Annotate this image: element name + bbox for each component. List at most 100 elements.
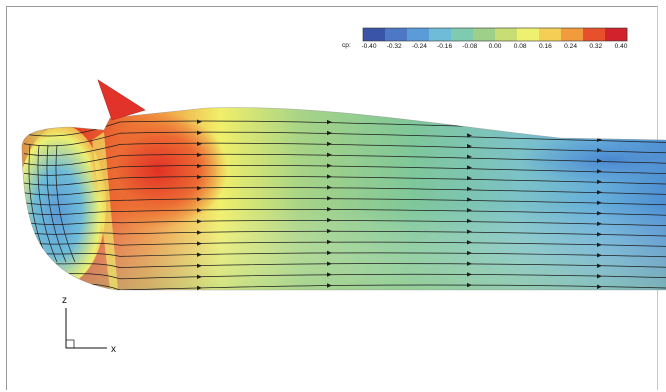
streamline-arrow — [467, 197, 472, 202]
colorbar-swatch — [363, 28, 386, 41]
streamline-arrow — [467, 176, 472, 181]
streamline-arrow — [597, 284, 602, 289]
streamline-arrow — [197, 208, 202, 213]
streamline-arrow — [197, 197, 202, 202]
streamline-arrow — [597, 242, 602, 247]
z-axis-label: z — [62, 295, 67, 306]
streamline-arrow — [467, 143, 472, 149]
streamline-arrow — [467, 272, 472, 277]
streamline-arrow — [197, 263, 202, 268]
streamline-arrow — [327, 185, 332, 190]
axis-triad: z x — [62, 295, 116, 355]
colorbar-tick-label: -0.16 — [437, 43, 452, 50]
streamline-arrow — [597, 253, 602, 258]
streamline — [23, 230, 666, 237]
streamline — [55, 144, 76, 263]
streamline-arrow — [467, 261, 472, 266]
streamline-arrow — [327, 163, 332, 168]
streamline-arrow — [327, 250, 332, 256]
streamline-arrow — [197, 219, 202, 224]
streamline-arrow — [327, 272, 332, 277]
colorbar: cp: -0.40 -0.32 -0.24 -0.16 -0.08 0.00 0.08 0.1… — [342, 27, 628, 50]
streamline-arrow — [467, 229, 472, 234]
colorbar-label: cp: — [342, 42, 351, 49]
streamline — [23, 270, 666, 280]
colorbar-swatch — [473, 28, 496, 41]
streamline-arrow — [327, 196, 332, 201]
streamline-arrow — [467, 250, 472, 256]
colorbar-ticks: -0.40 -0.32 -0.24 -0.16 -0.08 0.00 0.08 0.16 0.2… — [361, 43, 627, 50]
streamline-arrow — [597, 263, 602, 268]
origin-marker — [65, 339, 75, 349]
streamline — [37, 144, 58, 263]
streamline-arrow — [197, 163, 202, 169]
streamline-arrow — [327, 228, 332, 234]
streamline-arrow — [467, 240, 472, 245]
streamline-arrow — [597, 232, 602, 237]
streamline-arrow — [197, 152, 202, 158]
streamline-arrow — [597, 169, 602, 174]
colorbar-swatch — [583, 28, 606, 41]
streamline-arrow — [597, 158, 602, 163]
streamline-arrow — [597, 127, 602, 132]
streamline — [23, 176, 666, 186]
colorbar-tick-label: -0.08 — [462, 43, 477, 50]
streamline-arrow — [197, 119, 202, 124]
streamline-arrow — [197, 130, 202, 135]
colorbar-tick-label: 0.08 — [514, 43, 527, 50]
colorbar-swatch — [539, 28, 562, 41]
colorbar-swatch — [517, 28, 540, 41]
colorbar-swatch — [561, 28, 584, 41]
streamline-arrow — [197, 274, 202, 280]
streamline-arrow — [597, 190, 602, 195]
streamline-arrow — [197, 230, 202, 235]
colorbar-tick-label: 0.32 — [589, 43, 602, 50]
colorbar-swatch — [385, 28, 408, 41]
colorbar-swatch — [429, 28, 452, 41]
streamline-arrow — [197, 241, 202, 246]
streamline-arrow — [327, 217, 332, 223]
streamline-arrow — [467, 282, 472, 288]
streamline-arrow — [467, 133, 472, 138]
colorbar-swatch — [451, 28, 474, 41]
streamline-arrow — [327, 261, 332, 266]
colorbar-tick-label: -0.40 — [361, 43, 376, 50]
streamline-arrow — [327, 152, 332, 157]
streamline-arrow — [327, 130, 332, 136]
streamline-arrow — [197, 252, 202, 257]
streamline-arrow — [327, 174, 332, 179]
streamline-arrow — [327, 207, 332, 212]
colorbar-tick-label: -0.24 — [412, 43, 427, 50]
streamline — [23, 198, 666, 206]
streamline-arrow — [597, 221, 602, 226]
streamline — [23, 241, 666, 247]
colorbar-tick-label: 0.16 — [539, 43, 552, 50]
streamline-arrow — [467, 165, 472, 170]
streamline-arrow — [597, 200, 602, 205]
hull-surface — [21, 107, 666, 290]
streamline-arrow — [467, 122, 472, 127]
colorbar-swatch — [605, 28, 628, 41]
streamline-arrow — [467, 186, 472, 192]
streamline-arrow — [327, 239, 332, 245]
streamline-arrow — [597, 274, 602, 279]
streamline-arrow — [467, 218, 472, 224]
streamline — [46, 144, 67, 263]
streamline-arrow — [327, 119, 332, 125]
streamline — [23, 209, 666, 216]
streamline — [23, 187, 666, 196]
colorbar-swatch — [495, 28, 518, 41]
streamline — [23, 153, 666, 166]
streamline — [23, 261, 666, 268]
streamline-arrow — [197, 174, 202, 180]
streamline-arrow — [467, 154, 472, 160]
colorbar-tick-label: 0.00 — [489, 43, 502, 50]
colorbar-swatch — [407, 28, 430, 41]
streamline-arrow — [597, 148, 602, 153]
streamline-arrow — [467, 208, 472, 213]
colorbar-tick-label: 0.24 — [564, 43, 577, 50]
streamline-arrow — [597, 211, 602, 216]
streamline-arrow — [197, 285, 202, 290]
colorbar-tick-label: 0.40 — [615, 43, 628, 50]
streamline-arrow — [327, 141, 332, 147]
